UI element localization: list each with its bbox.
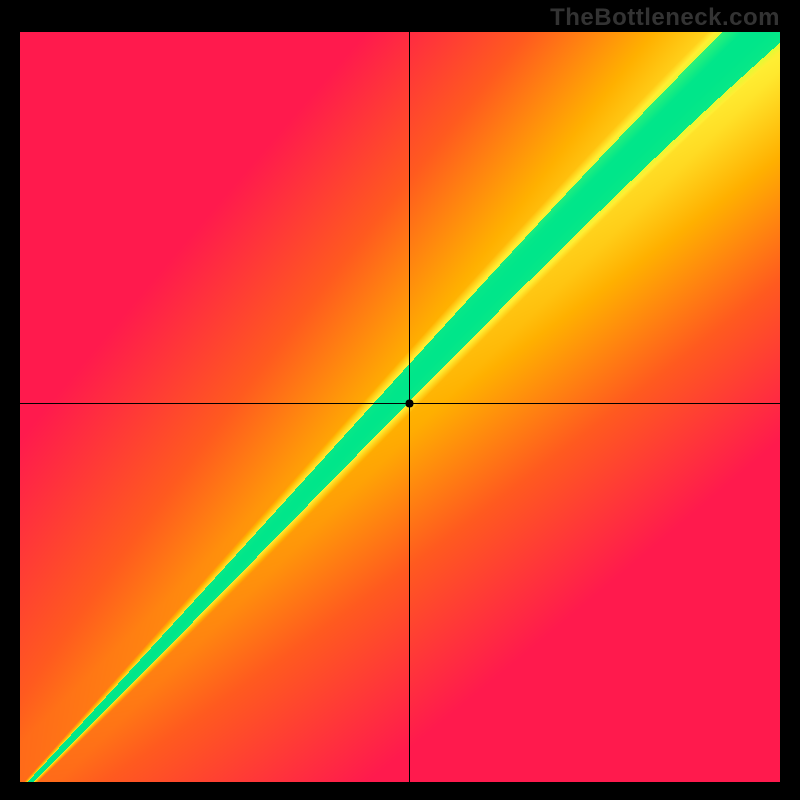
bottleneck-heatmap (20, 32, 780, 782)
watermark-text: TheBottleneck.com (550, 4, 780, 32)
plot-area (20, 32, 780, 782)
chart-container: TheBottleneck.com (0, 0, 800, 800)
